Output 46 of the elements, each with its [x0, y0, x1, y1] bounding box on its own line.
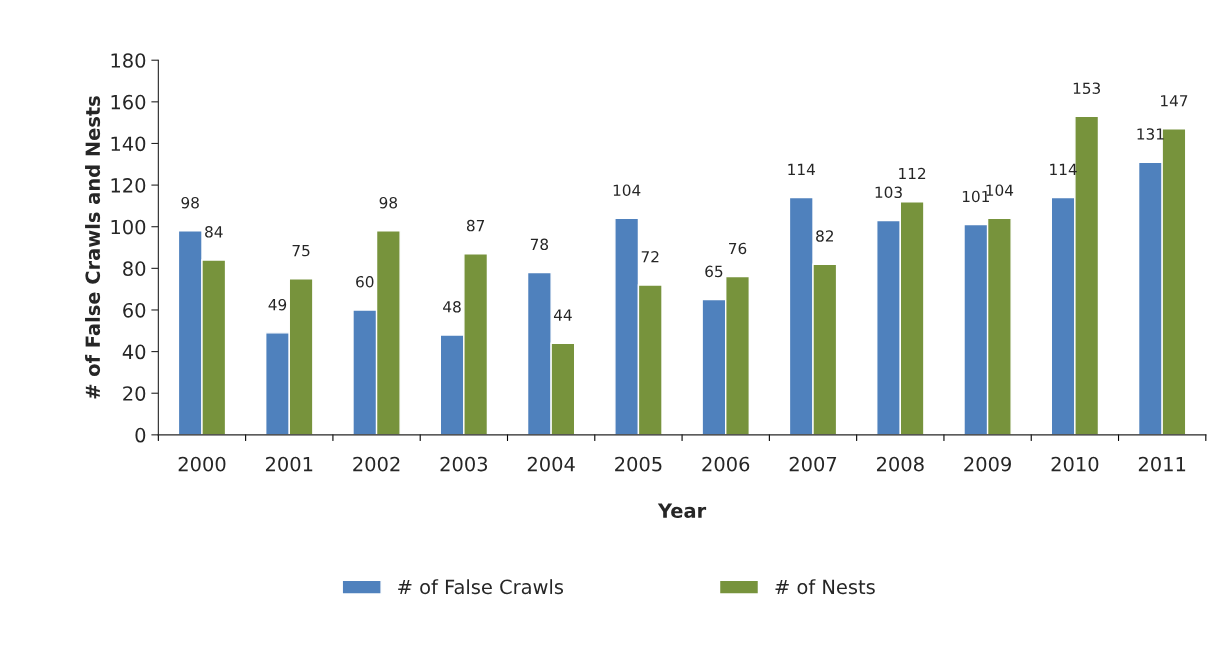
data-label: 104 — [613, 184, 641, 196]
x-tick-label: 2009 — [964, 456, 1011, 472]
data-label: 153 — [1073, 82, 1101, 94]
y-tick-label: 20 — [123, 386, 146, 401]
x-tick-label: 2004 — [527, 456, 575, 472]
data-label: 98 — [379, 196, 398, 209]
data-label: 76 — [729, 242, 747, 255]
data-label: 49 — [268, 298, 287, 311]
data-label: 147 — [1161, 95, 1188, 107]
data-label: 75 — [292, 244, 310, 257]
data-label: 48 — [443, 300, 461, 313]
x-tick-label: 2002 — [353, 456, 400, 472]
y-tick-label: 160 — [111, 94, 146, 110]
y-tick-label: 40 — [122, 344, 146, 360]
data-label: 60 — [356, 276, 374, 288]
x-tick-label: 2005 — [615, 456, 662, 472]
data-label: 87 — [466, 219, 485, 232]
data-label: 65 — [705, 265, 723, 278]
x-tick-label: 2008 — [876, 456, 924, 472]
data-label: 82 — [816, 230, 833, 242]
data-label: 114 — [788, 163, 815, 175]
x-tick-label: 2006 — [702, 456, 750, 472]
data-label: 84 — [205, 226, 223, 238]
y-tick-label: 0 — [135, 427, 146, 443]
data-label: 112 — [899, 167, 926, 180]
y-tick-label: 100 — [111, 219, 146, 235]
x-tick-label: 2000 — [178, 456, 226, 472]
y-tick-label: 60 — [123, 302, 146, 318]
x-tick-label: 2001 — [265, 456, 313, 472]
legend-label: # of False Crawls — [398, 579, 564, 595]
data-label: 44 — [553, 309, 572, 321]
x-tick-label: 2011 — [1138, 456, 1186, 472]
data-label: 78 — [530, 238, 549, 251]
y-axis-title: # of False Crawls and Nests — [85, 96, 101, 399]
x-axis-title: Year — [657, 503, 707, 519]
y-tick-label: 120 — [111, 178, 146, 193]
data-label: 98 — [181, 196, 199, 209]
y-tick-label: 80 — [123, 261, 146, 277]
y-tick-label: 180 — [111, 53, 146, 68]
data-label: 72 — [641, 251, 659, 263]
x-tick-label: 2003 — [440, 456, 488, 472]
y-tick-label: 140 — [111, 136, 146, 152]
legend-label: # of Nests — [775, 579, 875, 595]
x-tick-label: 2010 — [1051, 456, 1099, 472]
data-label: 103 — [875, 186, 902, 199]
x-tick-label: 2007 — [789, 456, 837, 472]
